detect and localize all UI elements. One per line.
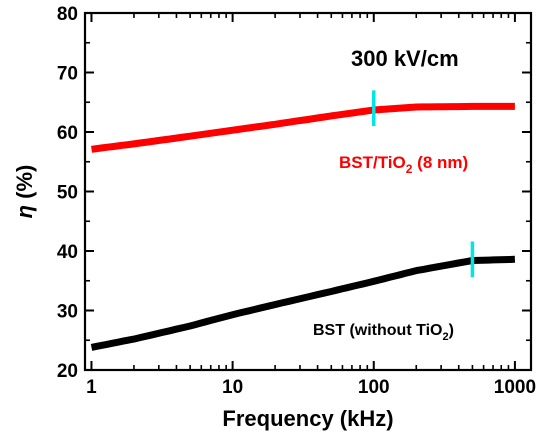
black-series-label: BST (without TiO2) (313, 322, 454, 343)
series-line-1 (91, 102, 515, 153)
tick-layer: 20 30 40 50 60 70 80 1 10 100 1000 (57, 4, 536, 398)
y-tick-label: 30 (57, 302, 78, 323)
y-tick-label: 20 (57, 361, 78, 382)
plot-frame (83, 11, 533, 372)
x-tick-label: 100 (358, 377, 390, 398)
x-tick-label: 10 (222, 377, 243, 398)
y-tick-label: 70 (57, 64, 78, 85)
field-annotation: 300 kV/cm (351, 46, 459, 71)
x-tick-label: 1000 (494, 377, 536, 398)
marker-layer (372, 90, 475, 278)
y-tick-label: 60 (57, 123, 78, 144)
black-series-label-main: BST (without TiO (313, 322, 442, 339)
y-tick-label: 40 (57, 242, 78, 263)
red-series-label-subscript: 2 (406, 162, 413, 176)
black-series-label-suffix: ) (449, 322, 454, 339)
series-layer (90, 102, 516, 351)
x-tick-label: 1 (86, 377, 97, 398)
y-tick-label: 50 (57, 183, 78, 204)
y-axis-unit: (%) (12, 165, 37, 205)
series-line-2 (90, 255, 516, 351)
x-axis-title: Frequency (kHz) (222, 406, 393, 431)
y-axis-title: η (%) (12, 165, 37, 219)
black-series-label-subscript: 2 (442, 331, 448, 343)
red-series-label-main: BST/TiO (339, 153, 406, 172)
y-axis-symbol: η (12, 205, 37, 218)
red-series-label: BST/TiO2 (8 nm) (339, 153, 468, 176)
red-series-label-suffix: (8 nm) (412, 153, 468, 172)
y-tick-label: 80 (57, 4, 78, 25)
